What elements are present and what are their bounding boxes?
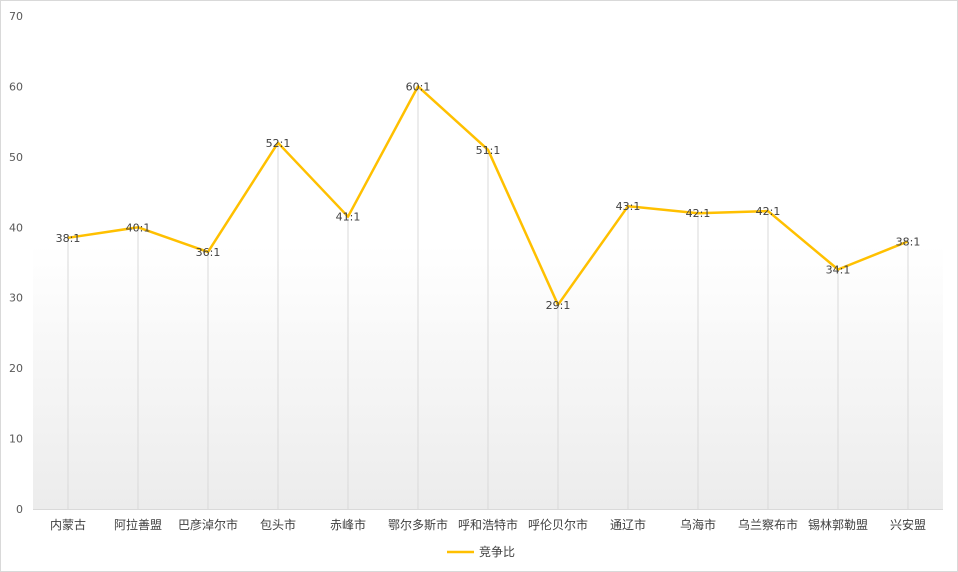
y-tick-label: 20	[9, 362, 23, 375]
x-tick-label: 乌海市	[680, 517, 716, 532]
x-tick-label: 呼和浩特市	[458, 517, 518, 532]
data-label: 51:1	[476, 144, 501, 157]
y-tick-label: 0	[16, 503, 23, 516]
data-label: 42:1	[756, 205, 781, 218]
series-line	[67, 85, 909, 307]
data-labels: 38:1 40:1 36:1 52:1 41:1 60:1 51:1 29:1 43:1 42:1…	[56, 80, 921, 311]
data-label: 42:1	[686, 207, 711, 220]
x-tick-label: 阿拉善盟	[114, 517, 162, 532]
legend: 竞争比	[447, 545, 515, 559]
x-tick-label: 包头市	[260, 517, 296, 532]
y-tick-label: 10	[9, 433, 23, 446]
data-label: 29:1	[546, 299, 571, 312]
y-tick-label: 50	[9, 151, 23, 164]
x-tick-label: 通辽市	[610, 517, 646, 532]
y-tick-label: 70	[9, 10, 23, 23]
y-tick-label: 40	[9, 221, 23, 234]
data-label: 34:1	[826, 264, 851, 277]
x-axis-ticks: 内蒙古 阿拉善盟 巴彦淖尔市 包头市 赤峰市 鄂尔多斯市 呼和浩特市 呼伦贝尔市 通辽市 乌海市 乌…	[50, 517, 926, 532]
y-tick-label: 30	[9, 292, 23, 305]
data-label: 60:1	[406, 80, 431, 93]
data-label: 40:1	[126, 221, 151, 234]
data-label: 38:1	[896, 235, 921, 248]
x-tick-label: 呼伦贝尔市	[528, 517, 588, 532]
data-label: 41:1	[336, 211, 361, 224]
data-label: 38:1	[56, 232, 81, 245]
x-tick-label: 鄂尔多斯市	[388, 517, 448, 532]
x-tick-label: 内蒙古	[50, 517, 86, 532]
y-axis-ticks: 0 10 20 30 40 50 60 70	[9, 10, 23, 516]
data-label: 43:1	[616, 200, 641, 213]
x-tick-label: 兴安盟	[890, 517, 926, 532]
x-tick-label: 乌兰察布市	[738, 517, 798, 532]
data-label: 36:1	[196, 246, 221, 259]
legend-entry: 竞争比	[479, 545, 515, 559]
x-tick-label: 赤峰市	[330, 517, 366, 532]
data-label: 52:1	[266, 137, 291, 150]
x-tick-label: 锡林郭勒盟	[808, 517, 868, 532]
y-tick-label: 60	[9, 80, 23, 93]
x-tick-label: 巴彦淖尔市	[178, 517, 238, 532]
drop-lines	[67, 86, 909, 509]
